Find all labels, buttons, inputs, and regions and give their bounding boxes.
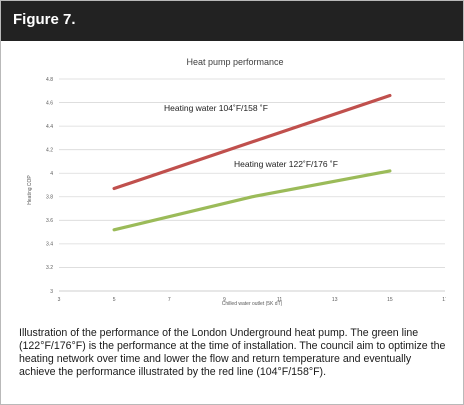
x-tick-label: 15 [387, 297, 393, 303]
y-tick-label: 3.8 [46, 195, 53, 201]
x-tick-label: 7 [168, 297, 171, 303]
y-tick-label: 4.8 [46, 77, 53, 83]
y-tick-label: 4 [50, 171, 53, 177]
x-axis-label: Chilled water outlet (5K dT) [222, 301, 283, 307]
y-tick-label: 3.4 [46, 242, 53, 248]
y-tick-label: 3.6 [46, 218, 53, 224]
x-tick-label: 5 [113, 297, 116, 303]
x-tick-label: 9 [223, 297, 226, 303]
x-tick-label: 13 [332, 297, 338, 303]
x-tick-label: 3 [58, 297, 61, 303]
series-line-1 [112, 169, 392, 232]
series-label-heating-122: Heating water 122˚F/176 ˚F [234, 159, 338, 169]
figure-label: Figure 7. [13, 11, 76, 28]
heat-pump-chart: 3 3.2 3.4 3.6 3.8 4 4.2 4.4 4.6 4.8 3 5 7 9 11 13 15 17 H… [21, 51, 446, 307]
y-tick-label: 3.2 [46, 265, 53, 271]
y-axis-label: Heating COP [27, 175, 33, 205]
series-lines [112, 93, 392, 232]
tick-labels: 3 3.2 3.4 3.6 3.8 4 4.2 4.4 4.6 4.8 3 5 7 9 11 13 15 17 [46, 77, 446, 303]
chart-title: Heat pump performance [186, 57, 283, 67]
y-tick-label: 3 [50, 289, 53, 295]
chart-area: 3 3.2 3.4 3.6 3.8 4 4.2 4.4 4.6 4.8 3 5 7 9 11 13 15 17 H… [21, 51, 446, 307]
y-tick-label: 4.4 [46, 124, 53, 130]
figure-caption: Illustration of the performance of the L… [19, 327, 446, 378]
figure-header: Figure 7. [1, 1, 463, 41]
series-line-0 [112, 93, 392, 191]
x-tick-label: 17 [442, 297, 446, 303]
series-label-heating-104: Heating water 104˚F/158 ˚F [164, 103, 268, 113]
chart-background [21, 51, 446, 307]
x-tick-label: 11 [277, 297, 282, 303]
y-tick-label: 4.2 [46, 147, 53, 153]
y-tick-label: 4.6 [46, 100, 53, 106]
